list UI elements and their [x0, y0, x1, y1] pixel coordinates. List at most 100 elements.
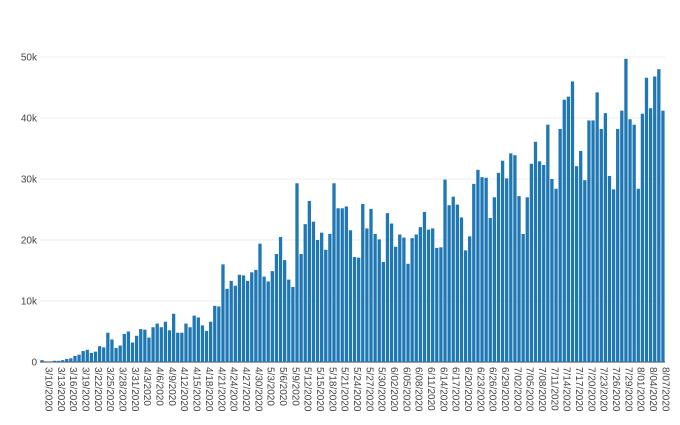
bar — [73, 355, 77, 362]
bar — [570, 81, 575, 363]
bar — [562, 99, 566, 362]
bar — [159, 327, 163, 362]
bar — [579, 150, 583, 362]
bar — [414, 234, 418, 362]
bar — [320, 232, 324, 362]
bar — [324, 249, 328, 362]
bar — [52, 360, 57, 362]
x-tick-label: 5/9/2020 — [289, 367, 300, 406]
bar — [56, 360, 61, 362]
bar — [77, 354, 81, 362]
bar — [410, 238, 414, 362]
bar — [336, 208, 340, 362]
bar — [587, 120, 591, 362]
bar — [81, 351, 85, 362]
x-tick-label: 4/24/2020 — [228, 367, 239, 412]
bar — [192, 315, 196, 362]
bar — [225, 288, 229, 362]
bar — [262, 276, 266, 362]
bar — [110, 339, 114, 362]
bar — [398, 234, 402, 362]
bar — [167, 330, 172, 362]
bar — [130, 342, 135, 362]
bar — [213, 305, 217, 362]
x-tick-label: 4/3/2020 — [141, 367, 152, 406]
bar — [93, 351, 98, 362]
x-tick-label: 6/20/2020 — [462, 367, 473, 412]
bar — [500, 160, 505, 362]
x-tick-label: 6/17/2020 — [450, 367, 461, 412]
bar — [274, 254, 279, 362]
x-tick-label: 5/15/2020 — [314, 367, 325, 412]
bar — [180, 332, 184, 362]
x-tick-label: 6/08/2020 — [413, 367, 424, 412]
bar — [102, 347, 106, 362]
bar — [278, 236, 283, 362]
bar — [574, 166, 579, 362]
bar — [373, 233, 377, 362]
bar — [134, 335, 139, 362]
bar — [385, 213, 390, 362]
y-axis: 0 10k 20k 30k 40k 50k — [21, 53, 38, 369]
bar — [204, 330, 209, 362]
bar — [369, 208, 373, 362]
x-tick-label: 4/9/2020 — [166, 367, 177, 406]
bars — [40, 58, 665, 363]
x-tick-label: 5/3/2020 — [265, 367, 276, 406]
bar — [394, 246, 398, 362]
x-tick-label: 8/04/2020 — [647, 367, 658, 412]
bar — [505, 178, 509, 362]
bar — [624, 58, 628, 362]
bar — [426, 229, 431, 362]
y-tick-label: 0 — [31, 358, 37, 369]
x-tick-label: 6/02/2020 — [388, 367, 399, 412]
bar — [229, 280, 233, 362]
bar — [381, 261, 385, 362]
bar — [209, 321, 213, 362]
bar — [361, 204, 365, 362]
y-tick-label: 10k — [21, 297, 38, 308]
x-tick-label: 6/05/2020 — [400, 367, 411, 412]
x-tick-label: 7/08/2020 — [536, 367, 547, 412]
bar — [628, 119, 632, 362]
bar — [352, 257, 357, 362]
bar — [484, 177, 488, 362]
bar — [607, 175, 612, 362]
bar — [595, 92, 599, 362]
x-tick-label: 3/28/2020 — [117, 367, 128, 412]
bar — [566, 96, 571, 363]
bar — [122, 333, 126, 362]
bar — [97, 346, 102, 362]
bar — [599, 128, 603, 362]
bar — [439, 247, 443, 362]
bar — [126, 331, 131, 362]
bar — [85, 349, 89, 362]
bar — [250, 272, 254, 362]
x-tick-label: 3/19/2020 — [80, 367, 91, 412]
x-tick-label: 8/01/2020 — [635, 367, 646, 412]
bar — [344, 206, 348, 362]
x-tick-label: 4/12/2020 — [178, 367, 189, 412]
x-tick-label: 3/10/2020 — [43, 367, 54, 412]
bar — [636, 188, 640, 362]
x-tick-label: 5/24/2020 — [351, 367, 362, 412]
bar — [176, 332, 180, 362]
bar — [389, 223, 394, 362]
bar — [616, 128, 620, 362]
x-axis: 3/10/2020 3/13/2020 3/16/2020 3/19/2020 3/22… — [43, 367, 671, 412]
bar — [163, 321, 168, 362]
x-tick-label: 5/27/2020 — [363, 367, 374, 412]
x-tick-label: 3/13/2020 — [55, 367, 66, 412]
bar — [184, 323, 188, 362]
x-tick-label: 5/18/2020 — [326, 367, 337, 412]
bar — [266, 281, 270, 362]
bar — [89, 352, 94, 362]
x-tick-label: 4/15/2020 — [191, 367, 202, 412]
y-tick-label: 20k — [21, 236, 38, 247]
bar — [143, 329, 147, 362]
x-tick-label: 4/30/2020 — [252, 367, 263, 412]
bar — [221, 264, 225, 362]
x-tick-label: 5/12/2020 — [302, 367, 313, 412]
x-tick-label: 4/21/2020 — [215, 367, 226, 412]
bar — [118, 345, 122, 362]
